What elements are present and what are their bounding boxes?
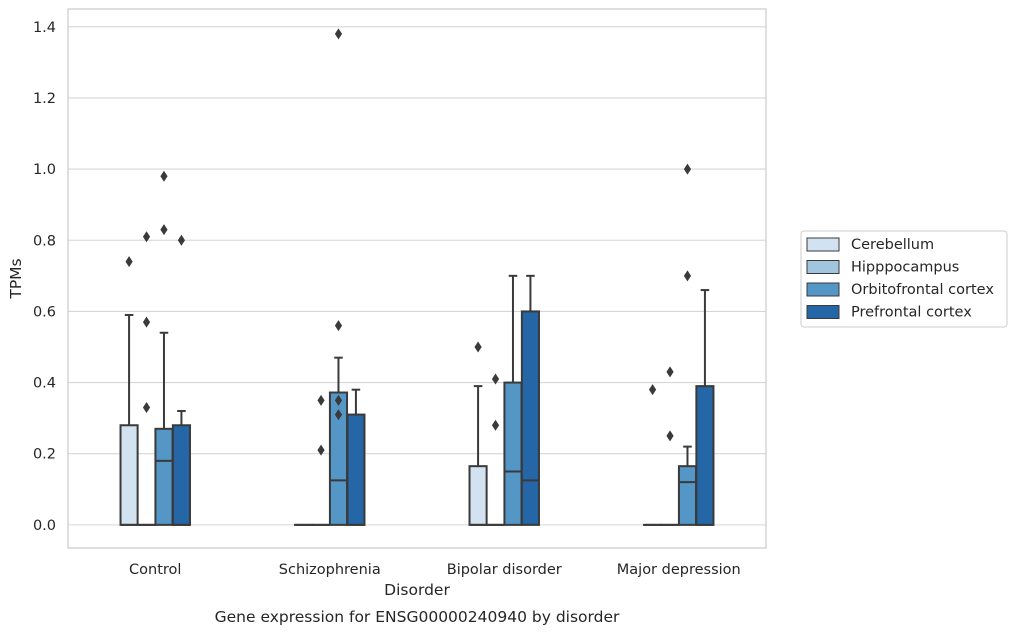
legend-swatch — [806, 260, 840, 274]
outlier-point — [334, 394, 343, 406]
box-iqr — [677, 465, 698, 526]
box-iqr — [346, 413, 366, 526]
chart-title: Gene expression for ENSG00000240940 by d… — [215, 608, 620, 626]
box-group — [485, 373, 506, 526]
outlier-point — [683, 163, 692, 175]
y-tick-label: 1.2 — [33, 91, 56, 107]
x-tick-label: Schizophrenia — [279, 562, 381, 578]
outlier-point — [474, 341, 482, 353]
box-iqr — [154, 427, 174, 526]
plot-frame — [67, 8, 767, 549]
outlier-point — [125, 256, 133, 268]
x-axis-ticks: Control Schizophrenia Bipolar disorder Majo… — [129, 562, 741, 578]
box-group — [154, 170, 174, 526]
y-tick-label: 0.0 — [33, 518, 56, 534]
legend-swatch — [806, 282, 840, 297]
box-group — [346, 388, 366, 526]
x-axis-label: Disorder — [384, 581, 450, 599]
outlier-point — [491, 373, 500, 385]
outlier-point — [648, 384, 657, 396]
outlier-point — [177, 234, 186, 246]
outlier-point — [317, 444, 325, 456]
y-tick-label: 0.4 — [33, 376, 56, 392]
x-tick-label: Bipolar disorder — [447, 562, 562, 578]
legend-label: Hipppocampus — [851, 260, 959, 276]
box-iqr — [171, 424, 191, 526]
box-group — [119, 256, 139, 526]
box-group — [677, 163, 698, 526]
x-tick-label: Control — [129, 562, 181, 578]
x-tick-label: Major depression — [617, 562, 741, 578]
y-tick-label: 0.6 — [33, 304, 56, 320]
box-group — [328, 28, 349, 526]
outlier-point — [142, 401, 151, 413]
y-axis-ticks: 0.0 0.2 0.4 0.6 0.8 1.0 1.2 1.4 — [33, 20, 56, 534]
y-tick-label: 0.8 — [33, 233, 56, 249]
box-group — [695, 289, 715, 526]
outlier-point — [317, 394, 325, 406]
outlier-point — [491, 419, 500, 431]
box-group — [468, 341, 488, 526]
box-group — [311, 394, 331, 526]
box-iqr — [503, 381, 523, 526]
legend: Cerebellum Hipppocampus Orbitofrontal cort… — [800, 230, 1008, 328]
box-iqr — [520, 310, 540, 526]
box-series — [119, 28, 715, 526]
outlier-point — [334, 28, 343, 40]
box-group — [643, 384, 663, 526]
box-group — [660, 366, 680, 526]
y-tick-label: 1.4 — [33, 20, 56, 36]
outlier-point — [142, 316, 151, 328]
box-iqr — [119, 424, 139, 526]
outlier-point — [160, 170, 168, 182]
box-group — [520, 274, 540, 526]
legend-swatch — [806, 237, 840, 252]
outlier-point — [142, 231, 151, 243]
legend-label: Prefrontal cortex — [851, 305, 972, 321]
y-tick-label: 0.2 — [33, 447, 56, 463]
outlier-point — [334, 320, 343, 332]
legend-swatch — [806, 305, 840, 319]
box-iqr — [695, 385, 715, 526]
box-group — [136, 231, 157, 526]
y-axis-label: TPMs — [7, 258, 25, 299]
box-group — [503, 274, 523, 526]
outlier-point — [160, 224, 168, 236]
legend-items: Cerebellum Hipppocampus Orbitofrontal cort… — [806, 237, 994, 321]
legend-frame — [800, 230, 1008, 328]
outlier-point — [334, 409, 343, 421]
outlier-point — [683, 270, 692, 282]
legend-label: Orbitofrontal cortex — [851, 282, 994, 298]
box-group — [171, 234, 191, 526]
legend-label: Cerebellum — [851, 237, 934, 253]
outlier-point — [666, 366, 674, 378]
y-tick-label: 1.0 — [33, 162, 56, 178]
outlier-point — [666, 430, 674, 442]
box-iqr — [468, 465, 488, 526]
